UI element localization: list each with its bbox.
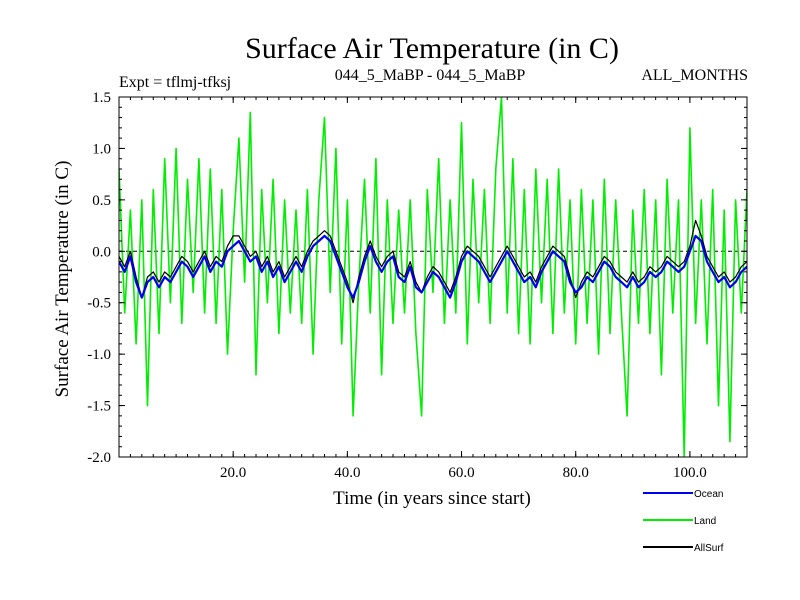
months-label: ALL_MONTHS bbox=[641, 67, 748, 84]
run-label: 044_5_MaBP - 044_5_MaBP bbox=[335, 67, 526, 84]
y-tick-label: -1.5 bbox=[87, 399, 111, 415]
y-tick-label: -1.0 bbox=[87, 347, 111, 363]
x-tick-label: 80.0 bbox=[563, 465, 589, 481]
series-group bbox=[119, 97, 747, 457]
chart-title: Surface Air Temperature (in C) bbox=[245, 32, 619, 65]
series-line-land bbox=[119, 97, 747, 457]
x-tick-label: 100.0 bbox=[673, 465, 707, 481]
y-tick-label: 1.5 bbox=[92, 90, 111, 106]
y-tick-label: 1.0 bbox=[92, 141, 111, 157]
y-axis-ticks: 1.5 1.0 0.5 0.0 -0.5 -1.0 -1.5 -2.0 bbox=[87, 90, 747, 466]
x-axis-ticks: 20.0 40.0 60.0 80.0 100.0 bbox=[129, 97, 748, 481]
legend-label-allsurf: AllSurf bbox=[694, 543, 724, 554]
y-tick-label: 0.0 bbox=[92, 244, 111, 260]
y-tick-label: -0.5 bbox=[87, 296, 111, 312]
y-tick-label: 0.5 bbox=[92, 193, 111, 209]
y-tick-label: -2.0 bbox=[87, 450, 111, 466]
x-axis-label: Time (in years since start) bbox=[333, 488, 531, 509]
x-tick-label: 20.0 bbox=[220, 465, 246, 481]
series-line-allsurf bbox=[119, 219, 747, 304]
x-tick-label: 60.0 bbox=[448, 465, 474, 481]
y-axis-label: Surface Air Temperature (in C) bbox=[52, 161, 73, 398]
legend-label-ocean: Ocean bbox=[694, 489, 723, 500]
plot-frame bbox=[118, 96, 748, 458]
legend: Ocean Land AllSurf bbox=[643, 489, 724, 554]
x-tick-label: 40.0 bbox=[334, 465, 360, 481]
experiment-label: Expt = tflmj-tfksj bbox=[119, 74, 231, 91]
series-line-ocean bbox=[119, 234, 747, 299]
legend-label-land: Land bbox=[694, 516, 716, 527]
